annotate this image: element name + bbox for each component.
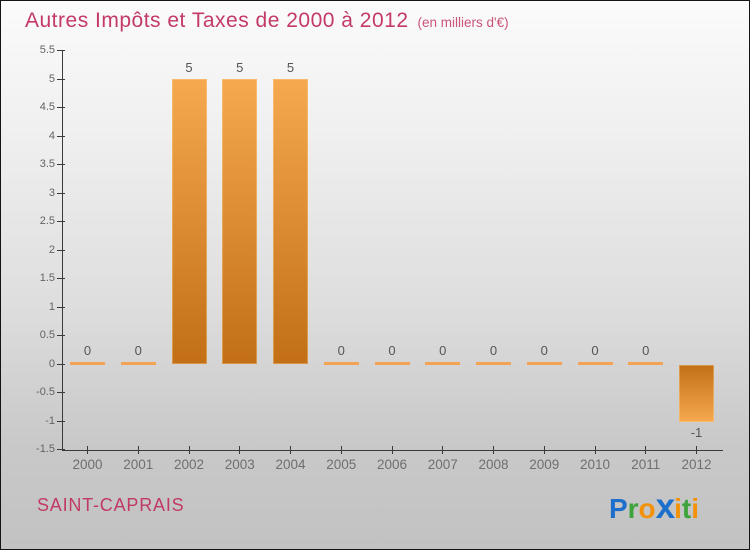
- bar-value-label: 5: [185, 60, 193, 75]
- bar-value-label: 0: [388, 343, 396, 358]
- location-label: SAINT-CAPRAIS: [37, 495, 185, 515]
- y-tick-label: 2: [48, 243, 55, 256]
- y-tick-label: -1: [45, 414, 55, 427]
- negative-bar: [679, 365, 714, 422]
- bar-value-label: 0: [134, 343, 142, 358]
- x-axis-tick: [696, 445, 697, 454]
- bar-value-label: 0: [489, 343, 498, 358]
- y-axis-tick: [57, 278, 65, 279]
- x-axis-tick: [543, 445, 545, 454]
- y-axis-tick: [57, 306, 65, 308]
- zero-bar: [526, 362, 562, 365]
- y-axis-tick: [57, 335, 65, 336]
- x-tick-label: 2006: [376, 456, 408, 472]
- bar: [222, 79, 258, 364]
- chart-title: Autres Impôts et Taxes de 2000 à 2012: [25, 9, 409, 32]
- bar-value-label: 0: [337, 343, 345, 358]
- bar-value-label: 0: [642, 343, 650, 358]
- bar-value-label: 0: [83, 343, 92, 358]
- y-axis-tick: [57, 449, 65, 450]
- x-tick-label: 2012: [681, 456, 712, 472]
- logo-letter: t: [681, 493, 692, 524]
- bar-value-label: 0: [591, 343, 599, 358]
- x-axis-tick: [391, 445, 393, 454]
- logo-letter: o: [638, 493, 656, 524]
- x-tick-label: 2005: [326, 456, 357, 472]
- bar-value-label: 0: [540, 343, 548, 358]
- zero-bar: [374, 362, 410, 365]
- y-axis-tick: [57, 192, 65, 194]
- bar: [273, 79, 308, 364]
- x-axis-tick: [87, 445, 88, 454]
- x-axis-tick: [493, 445, 494, 454]
- zero-bar: [120, 362, 156, 365]
- bar-value-label: -1: [690, 425, 703, 440]
- x-tick-label: 2007: [427, 456, 458, 472]
- x-axis-tick: [340, 445, 342, 454]
- logo-letter: x: [655, 487, 675, 526]
- x-tick-label: 2010: [579, 456, 611, 472]
- y-tick-label: -1.5: [36, 443, 55, 455]
- logo-letter: r: [627, 493, 639, 524]
- y-axis-tick: [57, 135, 65, 137]
- zero-bar: [628, 362, 664, 365]
- y-tick-label: 1.5: [39, 272, 55, 284]
- y-axis-tick: [57, 221, 65, 222]
- x-axis-tick: [239, 445, 241, 454]
- x-tick-label: 2003: [224, 456, 255, 472]
- y-axis-tick: [57, 78, 65, 80]
- zero-bar: [476, 362, 511, 365]
- bar-value-label: 5: [286, 60, 295, 75]
- y-axis-tick: [57, 249, 65, 251]
- y-tick-label: 0.5: [39, 329, 55, 341]
- x-tick-label: 2009: [529, 456, 560, 472]
- y-tick-label: 1: [48, 300, 55, 313]
- x-tick-label: 2004: [275, 456, 306, 472]
- y-tick-label: 4: [48, 129, 55, 142]
- x-tick-label: 2008: [478, 456, 509, 472]
- y-axis-tick: [57, 50, 65, 51]
- logo-letter: i: [691, 493, 699, 524]
- x-tick-label: 2001: [123, 456, 154, 472]
- bar: [171, 79, 207, 364]
- logo-letter: i: [674, 493, 682, 524]
- zero-bar: [70, 362, 105, 365]
- bar-value-label: 0: [439, 343, 447, 358]
- x-tick-label: 2002: [173, 456, 205, 472]
- y-axis-tick: [57, 107, 65, 108]
- y-tick-label: 2.5: [39, 215, 55, 227]
- chart-subtitle: (en milliers d'€): [417, 15, 509, 30]
- logo-letter: P: [608, 493, 628, 524]
- bar-value-label: 5: [236, 60, 244, 75]
- y-tick-label: 0: [48, 357, 55, 370]
- x-axis-tick: [290, 445, 291, 454]
- x-tick-label: 2000: [72, 456, 103, 472]
- chart-header: Autres Impôts et Taxes de 2000 à 2012 (e…: [25, 9, 509, 33]
- x-axis-tick: [188, 445, 190, 454]
- x-axis-tick: [594, 445, 596, 454]
- y-tick-label: 3: [48, 186, 55, 199]
- y-tick-label: 5: [48, 72, 55, 85]
- y-tick-label: 3.5: [39, 158, 55, 170]
- zero-bar: [323, 362, 359, 365]
- y-axis-tick: [57, 392, 65, 393]
- x-axis-tick: [442, 445, 444, 454]
- x-axis-tick: [137, 445, 139, 454]
- x-axis-tick: [645, 445, 647, 454]
- x-axis: [62, 449, 723, 451]
- y-tick-label: -0.5: [36, 386, 55, 398]
- y-axis-tick: [57, 420, 65, 422]
- zero-bar: [425, 362, 461, 365]
- y-axis-tick: [57, 363, 65, 365]
- y-tick-label: 5.5: [39, 44, 55, 56]
- zero-bar: [577, 362, 613, 365]
- y-axis-tick: [57, 164, 65, 165]
- x-tick-label: 2011: [631, 456, 661, 472]
- y-tick-label: 4.5: [39, 101, 55, 113]
